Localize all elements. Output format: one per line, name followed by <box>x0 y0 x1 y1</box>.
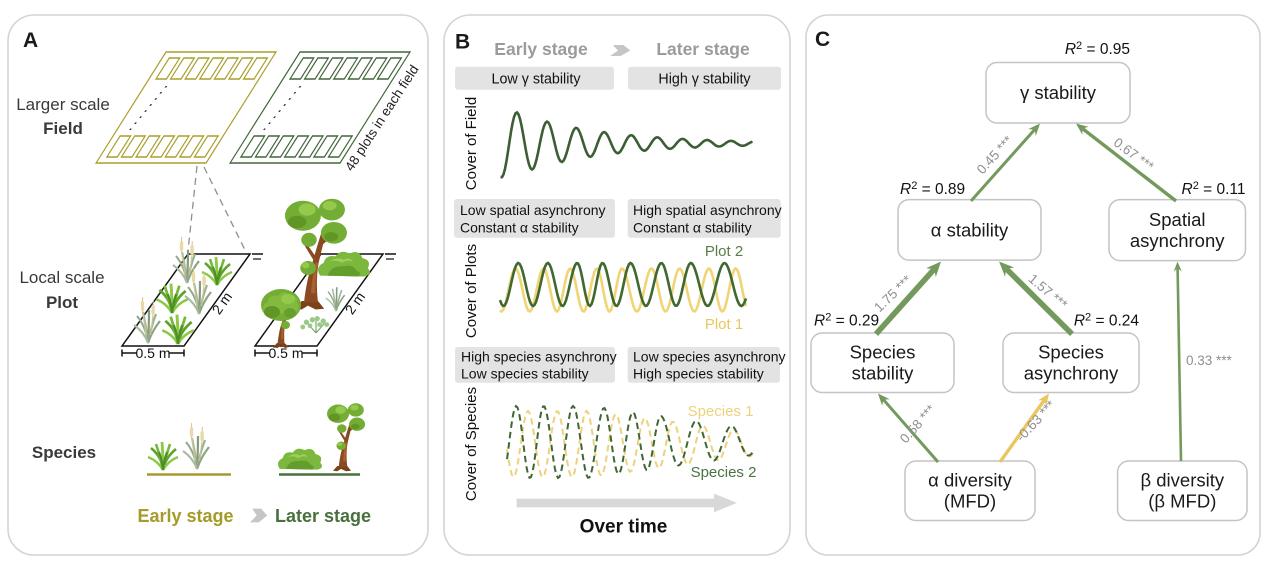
svg-text:R2 = 0.11: R2 = 0.11 <box>1181 180 1245 198</box>
svg-text:Over time: Over time <box>580 517 668 538</box>
svg-text:Later stage: Later stage <box>656 39 750 59</box>
svg-text:R2 = 0.95: R2 = 0.95 <box>1065 40 1130 58</box>
svg-text:0.5 m: 0.5 m <box>135 345 170 361</box>
svg-text:0.33 ***: 0.33 *** <box>1186 353 1233 368</box>
svg-text:Early stage: Early stage <box>494 39 588 59</box>
svg-text:Species 1: Species 1 <box>688 403 754 420</box>
svg-text:asynchrony: asynchrony <box>1130 230 1225 251</box>
svg-text:Spatial: Spatial <box>1149 209 1206 230</box>
svg-text:Plot 2: Plot 2 <box>705 243 743 260</box>
svg-text:(β MFD): (β MFD) <box>1148 491 1216 512</box>
svg-text:Constant α stability: Constant α stability <box>633 220 752 236</box>
svg-text:A: A <box>23 29 38 52</box>
svg-text:Field: Field <box>43 119 83 138</box>
svg-text:Cover of Plots: Cover of Plots <box>463 244 480 338</box>
svg-text:Low species asynchrony: Low species asynchrony <box>633 349 786 365</box>
svg-text:R2 = 0.24: R2 = 0.24 <box>1074 312 1140 330</box>
svg-text:β diversity: β diversity <box>1140 470 1224 491</box>
svg-text:(MFD): (MFD) <box>944 491 996 512</box>
svg-text:High species asynchrony: High species asynchrony <box>461 349 617 365</box>
svg-text:α stability: α stability <box>931 219 1009 240</box>
svg-text:Low γ stability: Low γ stability <box>492 71 582 87</box>
svg-text:Species 2: Species 2 <box>691 464 757 481</box>
svg-text:Larger scale: Larger scale <box>16 95 110 114</box>
svg-text:Early stage: Early stage <box>137 506 233 526</box>
svg-text:High γ stability: High γ stability <box>658 71 751 87</box>
svg-text:C: C <box>815 28 830 51</box>
svg-text:B: B <box>455 31 470 54</box>
svg-text:R2 = 0.89: R2 = 0.89 <box>900 180 965 198</box>
svg-text:Plot 1: Plot 1 <box>705 316 743 333</box>
svg-text:α diversity: α diversity <box>928 470 1012 491</box>
svg-text:asynchrony: asynchrony <box>1024 363 1119 384</box>
svg-text:Constant α stability: Constant α stability <box>460 220 579 236</box>
svg-text:Species: Species <box>1038 342 1104 363</box>
svg-text:Local scale: Local scale <box>19 268 104 287</box>
svg-text:Cover of Species: Cover of Species <box>463 387 480 501</box>
svg-text:Later stage: Later stage <box>275 506 371 526</box>
svg-text:0.5 m: 0.5 m <box>268 345 303 361</box>
svg-text:γ stability: γ stability <box>1020 82 1097 103</box>
svg-text:High spatial asynchrony: High spatial asynchrony <box>633 202 782 218</box>
svg-text:stability: stability <box>852 363 914 384</box>
svg-text:High species stability: High species stability <box>633 366 764 382</box>
svg-text:Species: Species <box>32 443 96 462</box>
svg-text:Species: Species <box>850 342 916 363</box>
svg-text:Cover of Field: Cover of Field <box>463 97 480 190</box>
svg-text:Low spatial asynchrony: Low spatial asynchrony <box>460 202 606 218</box>
svg-text:R2 = 0.29: R2 = 0.29 <box>814 312 879 330</box>
svg-text:Low species stability: Low species stability <box>461 366 589 382</box>
svg-text:Plot: Plot <box>46 293 78 312</box>
